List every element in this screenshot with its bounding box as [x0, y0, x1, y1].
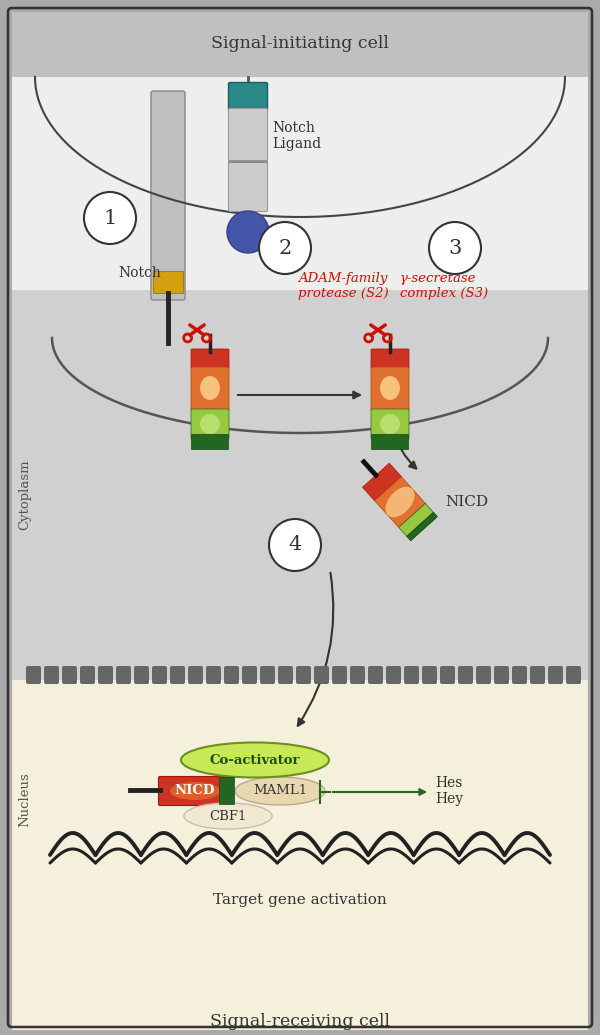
Text: 4: 4 [289, 535, 302, 555]
Circle shape [429, 221, 481, 274]
FancyBboxPatch shape [26, 666, 41, 684]
FancyBboxPatch shape [191, 349, 229, 369]
Text: CBF1: CBF1 [209, 809, 247, 823]
FancyBboxPatch shape [191, 435, 229, 449]
FancyBboxPatch shape [62, 666, 77, 684]
FancyBboxPatch shape [224, 666, 239, 684]
Text: Signal-initiating cell: Signal-initiating cell [211, 35, 389, 53]
FancyBboxPatch shape [191, 409, 229, 439]
FancyBboxPatch shape [512, 666, 527, 684]
FancyBboxPatch shape [260, 666, 275, 684]
Text: ADAM-family
protease (S2): ADAM-family protease (S2) [298, 272, 389, 300]
Text: NICD: NICD [445, 495, 488, 509]
FancyBboxPatch shape [278, 666, 293, 684]
Polygon shape [12, 338, 588, 433]
FancyBboxPatch shape [188, 666, 203, 684]
Text: Notch: Notch [118, 266, 161, 280]
Polygon shape [407, 512, 437, 541]
FancyBboxPatch shape [371, 349, 409, 369]
Text: NICD: NICD [175, 785, 215, 798]
FancyBboxPatch shape [368, 666, 383, 684]
FancyBboxPatch shape [458, 666, 473, 684]
FancyBboxPatch shape [332, 666, 347, 684]
Ellipse shape [200, 414, 220, 434]
FancyBboxPatch shape [80, 666, 95, 684]
FancyBboxPatch shape [440, 666, 455, 684]
FancyBboxPatch shape [44, 666, 59, 684]
Bar [12, 12, 588, 77]
FancyBboxPatch shape [494, 666, 509, 684]
Ellipse shape [385, 486, 415, 518]
FancyBboxPatch shape [220, 777, 235, 804]
Polygon shape [374, 476, 425, 528]
Polygon shape [12, 680, 588, 740]
FancyBboxPatch shape [98, 666, 113, 684]
Ellipse shape [235, 777, 325, 805]
FancyBboxPatch shape [386, 666, 401, 684]
Polygon shape [398, 503, 433, 536]
Text: Notch
Ligand: Notch Ligand [272, 121, 321, 151]
FancyBboxPatch shape [8, 8, 592, 1027]
Text: 3: 3 [448, 238, 461, 258]
Ellipse shape [184, 803, 272, 829]
Text: Hey: Hey [435, 792, 463, 806]
Circle shape [227, 211, 269, 253]
Text: Hes: Hes [435, 776, 463, 790]
Ellipse shape [380, 376, 400, 400]
Bar [12, 290, 588, 690]
FancyBboxPatch shape [229, 160, 268, 211]
FancyBboxPatch shape [548, 666, 563, 684]
FancyBboxPatch shape [566, 666, 581, 684]
FancyBboxPatch shape [371, 409, 409, 439]
FancyBboxPatch shape [422, 666, 437, 684]
FancyBboxPatch shape [116, 666, 131, 684]
Polygon shape [362, 464, 401, 501]
Ellipse shape [181, 742, 329, 777]
FancyBboxPatch shape [158, 776, 232, 805]
FancyBboxPatch shape [404, 666, 419, 684]
FancyBboxPatch shape [229, 83, 268, 112]
Circle shape [269, 519, 321, 571]
Text: Co-activator: Co-activator [210, 753, 300, 767]
Text: Cytoplasm: Cytoplasm [19, 460, 32, 530]
FancyBboxPatch shape [350, 666, 365, 684]
FancyBboxPatch shape [206, 666, 221, 684]
FancyBboxPatch shape [296, 666, 311, 684]
Text: Nucleus: Nucleus [19, 772, 32, 827]
Circle shape [259, 221, 311, 274]
Ellipse shape [380, 414, 400, 434]
Text: γ-secretase
complex (S3): γ-secretase complex (S3) [400, 272, 488, 300]
FancyBboxPatch shape [242, 666, 257, 684]
FancyBboxPatch shape [371, 367, 409, 411]
FancyBboxPatch shape [229, 109, 268, 164]
Text: MAML1: MAML1 [253, 785, 307, 798]
FancyBboxPatch shape [371, 435, 409, 449]
FancyBboxPatch shape [476, 666, 491, 684]
FancyBboxPatch shape [134, 666, 149, 684]
Bar [153, 271, 183, 293]
Text: Signal-receiving cell: Signal-receiving cell [210, 1013, 390, 1031]
Bar [12, 77, 588, 337]
Text: 1: 1 [103, 208, 116, 228]
Text: 2: 2 [278, 238, 292, 258]
FancyBboxPatch shape [151, 91, 185, 300]
FancyBboxPatch shape [530, 666, 545, 684]
Polygon shape [12, 77, 588, 217]
Text: Target gene activation: Target gene activation [213, 893, 387, 907]
FancyBboxPatch shape [191, 367, 229, 411]
Circle shape [84, 193, 136, 244]
Ellipse shape [200, 376, 220, 400]
Bar [12, 680, 588, 1030]
Ellipse shape [170, 782, 220, 800]
FancyBboxPatch shape [314, 666, 329, 684]
FancyBboxPatch shape [152, 666, 167, 684]
FancyBboxPatch shape [170, 666, 185, 684]
